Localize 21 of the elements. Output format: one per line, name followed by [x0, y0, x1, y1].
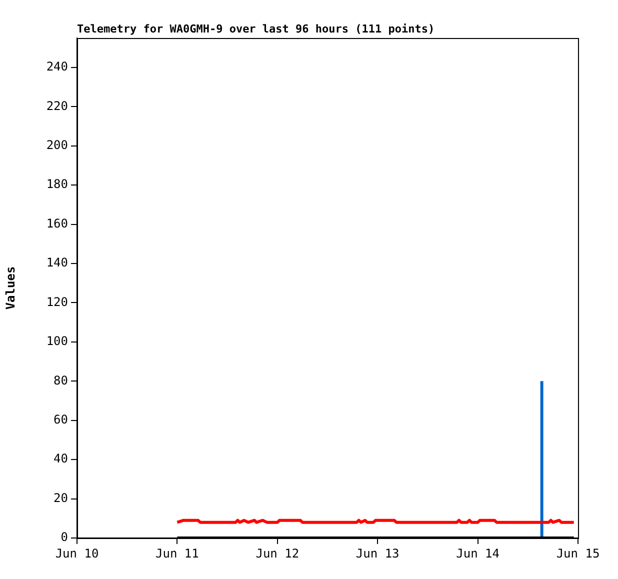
chart-title: Telemetry for WA0GMH-9 over last 96 hours (111 points)	[77, 22, 435, 36]
y-tick-label: 240	[46, 60, 68, 74]
y-tick-label: 140	[46, 256, 68, 270]
x-tick-label: Jun 13	[356, 546, 400, 560]
y-tick-label: 20	[54, 490, 68, 505]
x-tick-label: Jun 12	[256, 546, 300, 560]
x-tick-label: Jun 10	[55, 546, 99, 560]
y-tick-label: 100	[46, 334, 68, 348]
y-tick-label: 160	[46, 216, 68, 230]
y-tick-label: 40	[54, 452, 68, 466]
y-tick-label: 80	[54, 373, 68, 388]
y-axis-title: Values	[3, 266, 18, 310]
y-tick-label: 120	[46, 294, 68, 309]
y-tick-label: 220	[46, 98, 68, 113]
x-tick-label: Jun 11	[156, 546, 199, 560]
y-tick-label: 0	[60, 530, 68, 544]
y-tick-label: 200	[46, 138, 68, 152]
y-tick-label: 180	[46, 177, 68, 192]
x-tick-label: Jun 15	[556, 546, 600, 560]
x-tick-label: Jun 14	[456, 546, 500, 560]
y-tick-label: 60	[54, 412, 68, 426]
